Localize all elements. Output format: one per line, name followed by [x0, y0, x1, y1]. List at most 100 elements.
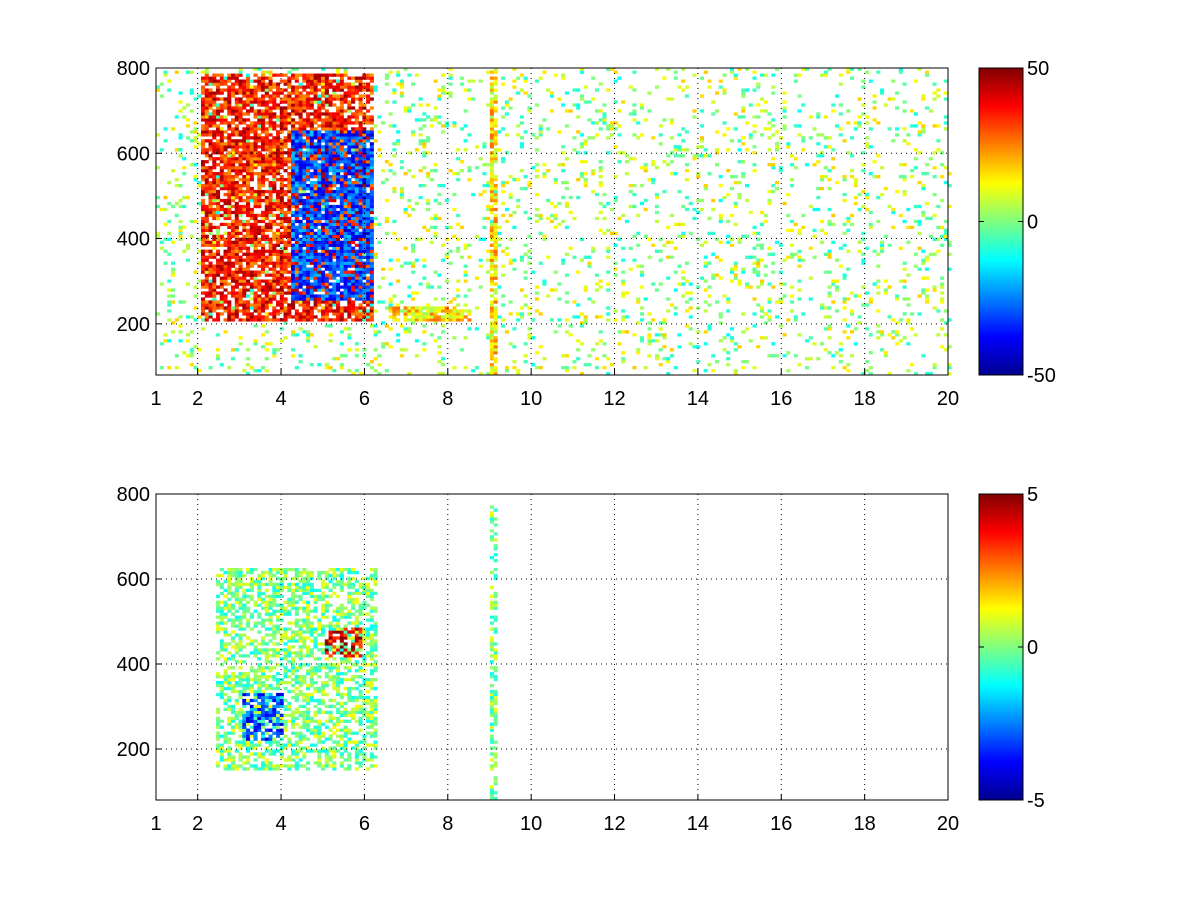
heatmap-cell	[508, 175, 513, 179]
heatmap-cell	[733, 76, 738, 80]
heatmap-cell	[669, 240, 675, 244]
heatmap-cell	[216, 312, 221, 316]
heatmap-cell	[351, 94, 356, 98]
heatmap-cell	[489, 133, 494, 137]
heatmap-cell	[598, 339, 603, 343]
heatmap-cell	[741, 88, 746, 92]
heatmap-cell	[568, 210, 573, 215]
heatmap-cell	[231, 112, 236, 116]
heatmap-cell	[294, 333, 299, 337]
heatmap-cell	[306, 336, 311, 340]
heatmap-cell	[246, 279, 251, 283]
heatmap-cell	[216, 88, 221, 92]
heatmap-cell	[328, 294, 333, 298]
heatmap-cell	[328, 222, 333, 227]
heatmap-cell	[287, 189, 292, 194]
heatmap-cell	[261, 249, 266, 253]
heatmap-cell	[366, 216, 371, 221]
heatmap-cell	[681, 67, 686, 71]
heatmap-cell	[276, 255, 281, 259]
heatmap-cell	[309, 103, 314, 107]
heatmap-cell	[306, 142, 311, 146]
heatmap-cell	[328, 160, 333, 164]
heatmap-cell	[366, 121, 371, 125]
heatmap-cell	[234, 258, 239, 262]
heatmap-cell	[317, 303, 322, 307]
heatmap-cell	[291, 91, 296, 95]
heatmap-cell	[654, 204, 660, 209]
heatmap-cell	[208, 291, 213, 295]
heatmap-cell	[231, 252, 236, 256]
heatmap-cell	[261, 100, 266, 104]
heatmap-cell	[366, 175, 371, 179]
heatmap-cell	[317, 142, 322, 146]
heatmap-cell	[613, 121, 618, 125]
heatmap-cell	[636, 297, 641, 301]
heatmap-cell	[351, 282, 356, 286]
heatmap-cell	[733, 264, 738, 268]
heatmap-cell	[204, 312, 209, 316]
heatmap-cell	[216, 79, 221, 83]
heatmap-cell	[234, 234, 239, 238]
heatmap-cell	[201, 163, 206, 167]
heatmap-cell	[343, 252, 348, 256]
heatmap-cell	[261, 300, 266, 304]
heatmap-cell	[339, 178, 344, 182]
heatmap-cell	[347, 234, 352, 238]
heatmap-cell	[324, 210, 329, 215]
heatmap-cell	[309, 118, 314, 122]
heatmap-cell	[767, 252, 772, 256]
heatmap-cell	[306, 297, 311, 301]
heatmap-cell	[542, 357, 547, 361]
heatmap-cell	[268, 225, 273, 230]
heatmap-cell	[549, 219, 554, 224]
heatmap-cell	[737, 279, 742, 283]
heatmap-cell	[336, 127, 341, 131]
heatmap-cell	[294, 73, 299, 77]
heatmap-cell	[328, 324, 333, 328]
heatmap-cell	[313, 300, 318, 304]
heatmap-cell	[231, 270, 236, 274]
heatmap-cell	[204, 222, 209, 227]
heatmap-cell	[291, 195, 296, 200]
heatmap-cell	[276, 151, 281, 155]
heatmap-cell	[231, 183, 236, 188]
heatmap-cell	[201, 103, 206, 107]
heatmap-cell	[294, 163, 299, 167]
heatmap-cell	[336, 82, 341, 86]
heatmap-cell	[298, 240, 303, 244]
heatmap-cell	[594, 282, 599, 286]
heatmap-cell	[268, 183, 273, 188]
heatmap-cell	[576, 106, 581, 110]
heatmap-cell	[317, 157, 322, 161]
heatmap-cell	[354, 189, 359, 194]
heatmap-cell	[321, 175, 326, 179]
heatmap-cell	[519, 315, 524, 319]
heatmap-cell	[317, 124, 322, 128]
heatmap-cell	[666, 276, 671, 280]
heatmap-cell	[317, 240, 322, 244]
heatmap-cell	[283, 94, 288, 98]
heatmap-cell	[366, 195, 371, 200]
heatmap-cell	[294, 261, 299, 265]
heatmap-cell	[527, 249, 532, 253]
heatmap-cell	[332, 237, 337, 241]
heatmap-cell	[598, 210, 603, 215]
heatmap-cell	[414, 315, 419, 319]
heatmap-cell	[306, 183, 311, 188]
heatmap-cell	[294, 210, 299, 215]
heatmap-cell	[339, 106, 344, 110]
heatmap-cell	[418, 306, 423, 310]
heatmap-cell	[358, 294, 363, 298]
heatmap-cell	[246, 309, 251, 313]
heatmap-cell	[328, 145, 333, 149]
heatmap-cell	[223, 79, 228, 83]
heatmap-cell	[354, 183, 359, 188]
heatmap-cell	[651, 282, 656, 286]
heatmap-cell	[519, 136, 524, 140]
heatmap-cell	[219, 285, 224, 289]
heatmap-cell	[602, 103, 607, 107]
heatmap-cell	[384, 369, 389, 373]
heatmap-cell	[242, 148, 247, 152]
heatmap-cell	[219, 303, 224, 307]
